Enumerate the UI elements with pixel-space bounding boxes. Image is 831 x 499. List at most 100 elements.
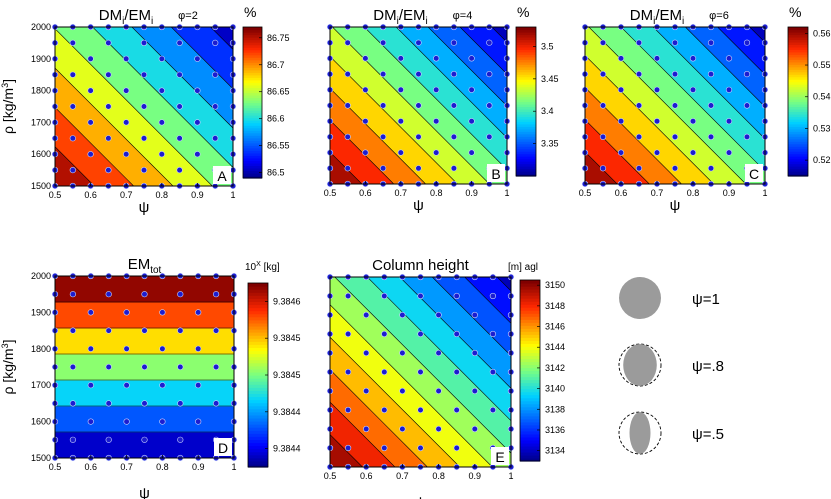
colorbar-segment — [248, 402, 268, 407]
colorbar-tick-label: 3138 — [545, 404, 565, 414]
colorbar-segment — [248, 460, 268, 465]
colorbar-segment — [248, 457, 268, 462]
sample-point — [725, 55, 733, 62]
colorbar-segment — [520, 319, 540, 323]
colorbar-segment — [243, 99, 262, 104]
sample-point — [725, 149, 733, 156]
colorbar-tick-label: 86.6 — [267, 114, 285, 124]
sample-point — [489, 292, 497, 300]
sample-point — [689, 149, 697, 156]
colorbar-segment — [516, 126, 536, 130]
colorbar-segment — [788, 173, 808, 177]
sample-point — [213, 400, 220, 407]
sample-point — [435, 349, 442, 357]
sample-point — [743, 39, 751, 46]
colorbar-segment — [520, 403, 540, 408]
colorbar-segment — [248, 325, 268, 330]
contour-line — [585, 119, 650, 184]
colorbar-segment — [516, 161, 536, 165]
colorbar-segment — [788, 136, 808, 140]
colorbar-tick-label: 86.7 — [267, 60, 285, 70]
colorbar-segment — [243, 97, 262, 101]
colorbar-segment — [243, 42, 262, 46]
contour-line — [496, 277, 511, 292]
sample-point — [450, 102, 458, 109]
colorbar-segment — [248, 433, 268, 437]
colorbar-segment — [243, 105, 262, 109]
colorbar-tick-label: 0.56 — [813, 28, 831, 38]
sample-point — [635, 102, 643, 109]
sample-point — [415, 70, 422, 78]
sample-point — [123, 418, 130, 425]
sample-point — [617, 118, 625, 125]
colorbar-segment — [520, 379, 540, 384]
sample-point — [486, 102, 493, 109]
colorbar-segment — [520, 343, 540, 347]
contour-line — [330, 120, 394, 184]
y-tick-label: 1600 — [31, 149, 51, 159]
colorbar-segment — [248, 384, 268, 388]
sample-point — [141, 363, 148, 371]
colorbar-segment — [516, 128, 536, 132]
sample-point — [381, 368, 388, 376]
colorbar-segment — [520, 391, 540, 396]
contour-line — [331, 27, 490, 184]
sample-point — [194, 55, 201, 62]
sample-point — [635, 133, 643, 140]
colorbar-segment — [243, 49, 262, 53]
sample-point — [599, 133, 607, 140]
sample-point — [397, 118, 404, 125]
colorbar-segment — [248, 329, 268, 333]
panel-title: DMi/EMi — [373, 7, 427, 27]
shape-legend-label: ψ=.5 — [692, 426, 724, 443]
particle-shape — [619, 277, 661, 319]
colorbar-frame — [519, 279, 541, 462]
colorbar-segment — [788, 116, 808, 120]
plot-frame — [54, 275, 235, 459]
colorbar-segment — [243, 64, 262, 68]
contour-line — [427, 27, 507, 107]
contour-line — [330, 401, 396, 467]
colorbar-segment — [520, 424, 540, 429]
colorbar-segment — [516, 49, 536, 53]
colorbar-segment — [243, 32, 262, 36]
colorbar-segment — [248, 365, 268, 370]
y-tick-label: 1900 — [31, 307, 51, 317]
sample-point — [363, 349, 370, 357]
x-tick-label: 0.7 — [651, 188, 664, 198]
particle-shape — [629, 412, 651, 454]
sample-point — [176, 71, 183, 78]
sample-point — [213, 291, 220, 298]
sample-point — [69, 39, 76, 47]
sample-point — [87, 309, 94, 316]
sample-point — [123, 151, 130, 158]
colorbar-segment — [248, 424, 268, 428]
sample-point — [450, 165, 458, 172]
colorbar-tick-label: 9.3844 — [273, 444, 301, 454]
colorbar-segment — [243, 102, 262, 106]
colorbar-segment — [520, 376, 540, 381]
contour-line — [170, 27, 233, 90]
x-tick-label: 0.8 — [687, 188, 700, 198]
colorbar-unit: [m] agl — [508, 262, 538, 273]
colorbar-segment — [248, 319, 268, 324]
colorbar-segment — [248, 405, 268, 410]
colorbar-tick-label: 3.5 — [541, 41, 554, 51]
x-tick-label: 1 — [231, 462, 236, 472]
sample-point — [397, 86, 404, 93]
sample-point — [195, 309, 202, 316]
y-tick-label: 1700 — [31, 380, 51, 390]
x-axis-label: ψ — [139, 199, 150, 216]
colorbar-segment — [516, 51, 536, 55]
colorbar-segment — [788, 34, 808, 38]
colorbar-segment — [243, 29, 262, 33]
colorbar-segment — [520, 283, 540, 287]
colorbar-segment — [788, 39, 808, 43]
colorbar-segment — [788, 138, 808, 142]
colorbar-segment — [248, 387, 268, 391]
contour-line — [459, 27, 507, 75]
colorbar-segment — [243, 54, 262, 58]
shape-legend-label: ψ=.8 — [692, 358, 724, 375]
panel-letter: E — [495, 449, 504, 465]
